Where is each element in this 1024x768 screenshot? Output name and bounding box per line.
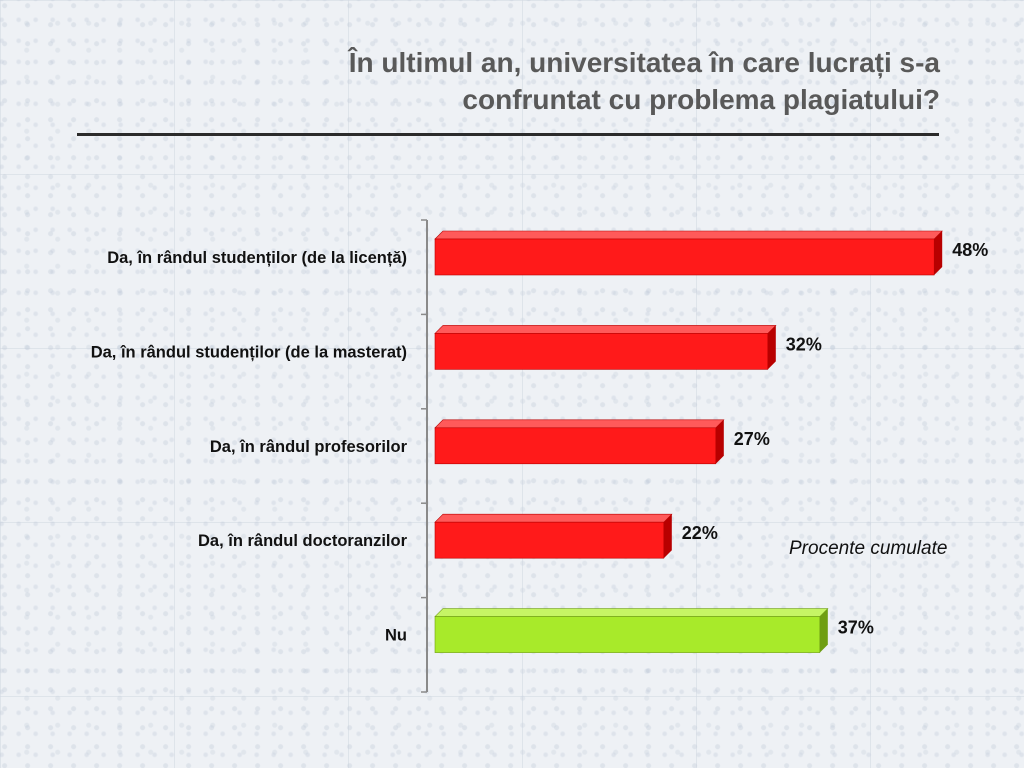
bar-group [434, 513, 673, 559]
bar-top-face [434, 513, 673, 523]
bar-top-face [434, 419, 725, 429]
bar-group [434, 230, 943, 276]
bar-side-face [934, 231, 943, 275]
bar [434, 333, 769, 370]
bar [434, 427, 717, 465]
data-label: 22% [682, 523, 718, 543]
category-label: Da, în rândul studenților (de la mastera… [91, 343, 407, 361]
category-label: Da, în rândul profesorilor [210, 438, 408, 456]
bar [434, 616, 821, 653]
bar-side-face [819, 608, 828, 653]
bar [434, 521, 665, 559]
cumulative-note: Procente cumulate [789, 538, 948, 559]
data-label: 37% [838, 618, 874, 638]
bar-top-face [434, 325, 777, 334]
bar [434, 238, 935, 276]
title-underline [77, 133, 939, 136]
bar-side-face [767, 325, 776, 370]
bar-side-face [663, 514, 672, 559]
bar-side-face [715, 419, 724, 464]
bar-group [434, 608, 829, 653]
chart-title-line-1: În ultimul an, universitatea în care luc… [348, 47, 940, 78]
bar-group [434, 419, 725, 465]
category-label: Da, în rândul doctoranzilor [198, 532, 408, 550]
bar-top-face [434, 608, 829, 617]
data-label: 27% [734, 429, 770, 449]
chart-title: În ultimul an, universitatea în care luc… [150, 44, 940, 118]
chart-title-line-2: confruntat cu problema plagiatului? [462, 84, 940, 115]
data-label: 48% [952, 240, 988, 260]
category-label: Da, în rândul studenților (de la licență… [107, 249, 407, 267]
bar-group [434, 325, 777, 370]
bar-top-face [434, 230, 943, 240]
category-label: Nu [385, 627, 407, 645]
data-label: 32% [786, 334, 822, 354]
